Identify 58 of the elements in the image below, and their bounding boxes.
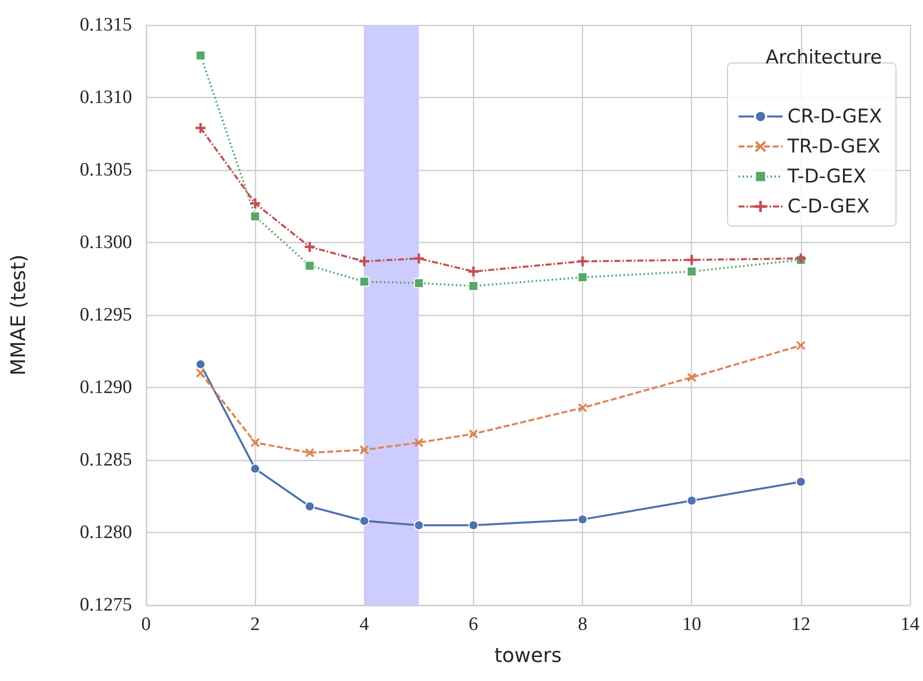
point [250, 464, 260, 474]
point [359, 256, 370, 266]
point [796, 340, 806, 350]
x-tick-label: 12 [791, 614, 810, 635]
point [686, 266, 697, 276]
point [796, 476, 806, 487]
point [414, 520, 424, 530]
legend-label: T-D-GEX [786, 166, 866, 188]
point [468, 281, 478, 291]
point [414, 253, 424, 264]
y-tick-label: 0.1275 [80, 594, 132, 616]
point [304, 501, 315, 512]
point [305, 448, 314, 458]
point [414, 438, 424, 448]
y-tick-label: 0.1300 [80, 232, 132, 253]
point [468, 520, 478, 530]
point [578, 256, 588, 266]
point [578, 272, 588, 282]
y-tick-label: 0.1280 [80, 522, 132, 543]
legend-label: C-D-GEX [788, 196, 870, 218]
x-tick-label: 6 [468, 614, 478, 635]
legend-title: Architecture [766, 46, 882, 68]
point [687, 372, 696, 382]
point [360, 445, 369, 454]
point [359, 276, 370, 287]
legend-label: CR-D-GEX [788, 106, 882, 128]
x-tick-label: 4 [360, 614, 370, 635]
legend-label: TR-D-GEX [786, 136, 880, 158]
y-tick-label: 0.1305 [80, 160, 132, 180]
x-tick-label: 2 [250, 614, 260, 635]
point [468, 266, 478, 276]
x-tick-label: 14 [900, 614, 920, 635]
x-tick-label: 0 [141, 614, 151, 635]
point [196, 368, 206, 378]
y-tick-label: 0.1310 [80, 87, 132, 108]
x-tick-label: 8 [578, 614, 588, 635]
point [414, 278, 424, 288]
y-tick-label: 0.1315 [80, 14, 132, 36]
point [250, 438, 260, 448]
y-axis-title: MMAE (test) [6, 254, 30, 376]
point [304, 242, 315, 252]
point [359, 516, 370, 526]
point [196, 359, 206, 370]
y-tick-label: 0.1290 [80, 377, 132, 398]
point [250, 211, 260, 222]
point [304, 260, 315, 271]
point [578, 403, 588, 412]
point [468, 429, 478, 438]
y-tick-label: 0.1285 [80, 450, 132, 470]
x-tick-label: 10 [682, 614, 702, 635]
x-axis-title: towers [494, 643, 562, 667]
point [196, 50, 206, 60]
y-tick-label: 0.1295 [80, 304, 132, 326]
point [196, 122, 206, 133]
point [250, 198, 260, 208]
point [578, 514, 588, 524]
point [686, 496, 697, 506]
point [686, 254, 697, 265]
